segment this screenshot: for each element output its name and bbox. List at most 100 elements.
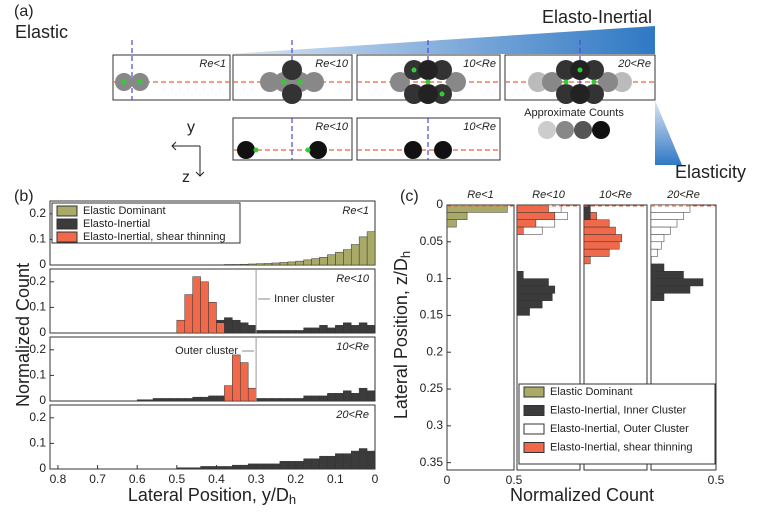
b-x-label-main: Lateral Position, y/D xyxy=(128,485,289,505)
annotation: 20<Re xyxy=(335,409,369,421)
box-label: Re<10 xyxy=(315,58,349,70)
b-x-label: Lateral Position, y/Dh xyxy=(128,485,296,508)
bar xyxy=(239,263,249,266)
bar xyxy=(247,463,257,470)
bar xyxy=(319,455,328,470)
legend-label: Elasto-Inertial xyxy=(83,218,150,230)
bar xyxy=(136,399,146,402)
box-label: 10<Re xyxy=(463,58,496,70)
bar xyxy=(583,212,591,220)
bar xyxy=(184,398,193,402)
bar xyxy=(311,458,320,470)
bar xyxy=(247,387,257,402)
bar xyxy=(224,385,233,402)
bar xyxy=(263,463,273,470)
bar xyxy=(350,450,360,470)
bar xyxy=(247,325,257,334)
annotation: Re<1 xyxy=(342,205,369,217)
label-elasticity: Elasticity xyxy=(675,162,746,182)
bar xyxy=(176,398,186,402)
bar xyxy=(650,271,684,279)
subplot-title: 20<Re xyxy=(666,189,700,201)
bar xyxy=(350,244,360,266)
bar xyxy=(232,464,241,470)
c-y-label-sub: h xyxy=(398,251,413,258)
bar xyxy=(343,453,352,470)
legend-label: Elasto-Inertial, shear thinning xyxy=(550,441,692,453)
bar xyxy=(327,455,336,470)
legend-swatch xyxy=(523,386,545,398)
box-label: Re<10 xyxy=(315,121,349,133)
bar xyxy=(319,325,328,334)
bar xyxy=(516,226,524,235)
bar xyxy=(239,322,249,334)
bar xyxy=(583,234,623,243)
panel-label: (b) xyxy=(14,188,34,205)
bar xyxy=(650,219,678,228)
note: Outer cluster xyxy=(175,345,238,357)
bar xyxy=(358,448,368,470)
bar xyxy=(327,254,336,266)
bar xyxy=(446,219,457,228)
label-elastic: Elastic xyxy=(15,22,68,42)
box-label: 20<Re xyxy=(617,58,651,70)
bar xyxy=(232,264,241,266)
bar xyxy=(295,461,304,470)
y-tick-label: 0.1 xyxy=(426,271,443,285)
bar xyxy=(583,241,620,250)
x-tick-label: 0 xyxy=(444,473,451,487)
legend-swatch xyxy=(523,423,545,435)
x-tick-label: 0 xyxy=(372,472,379,486)
bar xyxy=(271,463,281,470)
y-tick-label: 0.2 xyxy=(426,344,443,358)
bar xyxy=(279,461,289,470)
bar xyxy=(366,450,376,470)
legend-swatch xyxy=(523,405,545,416)
bar xyxy=(224,317,233,334)
bar xyxy=(650,241,662,250)
bar xyxy=(516,271,524,279)
bar xyxy=(650,248,658,257)
y-tick-label: 0.1 xyxy=(29,232,46,246)
bar xyxy=(446,212,468,220)
legend-label: Elastic Dominant xyxy=(83,205,166,217)
bar xyxy=(335,453,344,470)
bar xyxy=(255,263,265,266)
bar xyxy=(208,466,217,470)
legend-swatch xyxy=(56,231,78,243)
bar xyxy=(184,294,193,334)
legend: Elastic DominantElasto-InertialElasto-In… xyxy=(51,202,241,244)
bar xyxy=(311,395,320,402)
particles xyxy=(115,60,632,159)
y-tick-label: 0 xyxy=(39,325,46,339)
bar xyxy=(327,327,336,334)
bar xyxy=(650,204,691,213)
bar xyxy=(366,390,376,402)
bar xyxy=(295,398,304,402)
bar xyxy=(200,281,209,334)
bar xyxy=(650,263,665,272)
bar xyxy=(650,226,671,235)
b-y-label: Normalized Count xyxy=(13,263,33,407)
bar xyxy=(255,463,265,470)
label-elasto-inertial: Elasto-Inertial xyxy=(542,7,652,27)
bar xyxy=(208,395,217,402)
bar xyxy=(168,398,178,402)
x-tick-label: 0.5 xyxy=(168,472,185,486)
subplot: 0 0.1 0.2 10<Re Outer cluster xyxy=(29,336,376,407)
bar xyxy=(239,464,249,470)
bar xyxy=(279,330,289,334)
bar xyxy=(176,467,186,470)
bar xyxy=(327,393,336,402)
x-tick-label: 0.4 xyxy=(208,472,225,486)
y-tick-label: 0.2 xyxy=(29,274,46,288)
bar xyxy=(516,212,556,220)
y-tick-label: 0 xyxy=(39,257,46,271)
legend-swatch xyxy=(523,442,545,453)
x-tick-label: 0.7 xyxy=(89,472,106,486)
x-tick-label: 0.5 xyxy=(506,473,523,487)
axis-z: z xyxy=(182,169,190,186)
legend-swatch xyxy=(56,218,78,230)
legend-label: Elastic Dominant xyxy=(550,386,633,398)
